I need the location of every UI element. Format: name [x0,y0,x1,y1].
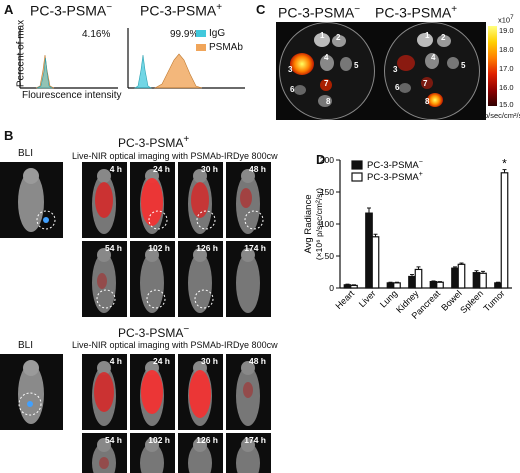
significance-annotation: * [502,157,507,171]
y-tick-label: 150 [320,187,334,197]
nir-image-pos: 30 h [178,162,223,238]
color-scale-bar [488,26,497,106]
nir-image-pos: 54 h [82,241,127,317]
x-tick-label: Liver [357,288,378,309]
bli-image-neg [0,354,63,430]
bar [494,282,502,289]
bli-image-pos [0,162,63,238]
bar [386,282,395,289]
panel-a-title-neg: PC-3-PSMA− [30,2,113,19]
nir-image-neg: 24 h [130,354,175,430]
panel-a-pct-pos: 99.9% [170,29,199,40]
bar [429,281,438,289]
nir-image-pos: 102 h [130,241,175,317]
nir-image-neg: 54 h [82,433,127,473]
y-tick-label: 100 [320,219,334,229]
x-tick-label: Spleen [458,288,485,315]
legend-label: PC-3-PSMA− [367,159,423,171]
panel-a-pct-neg: 4.16% [82,29,111,40]
panel-a-xlabel: Flourescence intensity [22,90,122,101]
legend-psmab-swatch [196,44,206,51]
bar [436,281,444,289]
x-tick-label: Tumor [481,288,506,313]
panel-b-title-neg: PC-3-PSMA− [118,324,190,340]
bar [393,282,401,289]
panel-c-image: 1 2 3 4 5 6 7 8 1 2 3 4 5 6 7 8 [276,22,486,120]
panel-b-subtitle-neg: Live-NIR optical imaging with PSMAb-IRDy… [72,340,278,350]
y-tick-label: 200 [320,155,334,165]
nir-image-pos: 4 h [82,162,127,238]
nir-image-neg: 30 h [178,354,223,430]
color-scale-unit: p/sec/cm²/sr [484,111,520,120]
bar [408,275,416,289]
panel-b-title-pos: PC-3-PSMA+ [118,134,190,150]
bar [371,236,380,289]
panel-a-title-pos: PC-3-PSMA+ [140,2,223,19]
color-scale-tick: 17.0 [499,64,514,73]
legend-swatch [351,172,363,182]
nir-image-neg: 48 h [226,354,271,430]
legend-psmab-label: PSMAb [209,42,243,53]
bar [343,284,352,289]
hist-pos-psmab [153,53,203,89]
x-tick-label: Heart [334,288,357,311]
panel-a-letter: A [4,2,14,17]
nir-image-pos: 174 h [226,241,271,317]
nir-image-neg: 102 h [130,433,175,473]
dish-pos: 1 2 3 4 5 6 7 8 [384,22,480,120]
bar [451,267,459,289]
bar [350,284,358,289]
legend-label: PC-3-PSMA+ [367,171,423,183]
color-scale-top: x107 [498,14,514,25]
color-scale-tick: 15.0 [499,100,514,109]
nir-image-neg: 4 h [82,354,127,430]
panel-c-title-neg: PC-3-PSMA− [278,4,361,21]
nir-image-pos: 126 h [178,241,223,317]
panel-b-subtitle-pos: Live-NIR optical imaging with PSMAb-IRDy… [72,151,278,161]
nir-image-pos: 24 h [130,162,175,238]
panel-b-letter: B [4,128,14,143]
color-scale-tick: 16.0 [499,83,514,92]
hist-neg-igg [36,57,53,89]
color-scale-tick: 19.0 [499,26,514,35]
bar [500,172,509,289]
nir-image-pos: 48 h [226,162,271,238]
y-axis-label: (×10⁶ p/sec/cm²/sr) [314,188,324,260]
panel-b-bli-label-pos: BLI [18,148,34,159]
legend-igg-swatch [196,30,206,37]
bar [414,268,423,289]
color-scale-tick: 18.0 [499,45,514,54]
panel-c-title-pos: PC-3-PSMA+ [375,4,458,21]
hist-pos-igg [134,54,152,89]
y-tick-label: 50 [325,251,335,261]
bar-chart: 0 50 100 150 200 Avg Radiance (×10⁶ p/sec/cm²/… [303,155,512,321]
panel-b-bli-label-neg: BLI [18,340,34,351]
panel-a-histograms [19,28,245,89]
bar [472,272,481,289]
bar [479,272,487,289]
dish-neg: 1 2 3 4 5 6 7 8 [279,22,375,120]
legend-swatch [351,160,363,170]
y-axis-label: Avg Radiance [303,195,314,254]
bar [365,212,373,289]
nir-image-neg: 126 h [178,433,223,473]
panel-d-letter: D [316,152,326,167]
nir-image-neg: 174 h [226,433,271,473]
panel-c-letter: C [256,2,266,17]
legend-igg-label: IgG [209,28,226,39]
y-tick-label: 0 [329,283,334,293]
bar [457,263,466,289]
